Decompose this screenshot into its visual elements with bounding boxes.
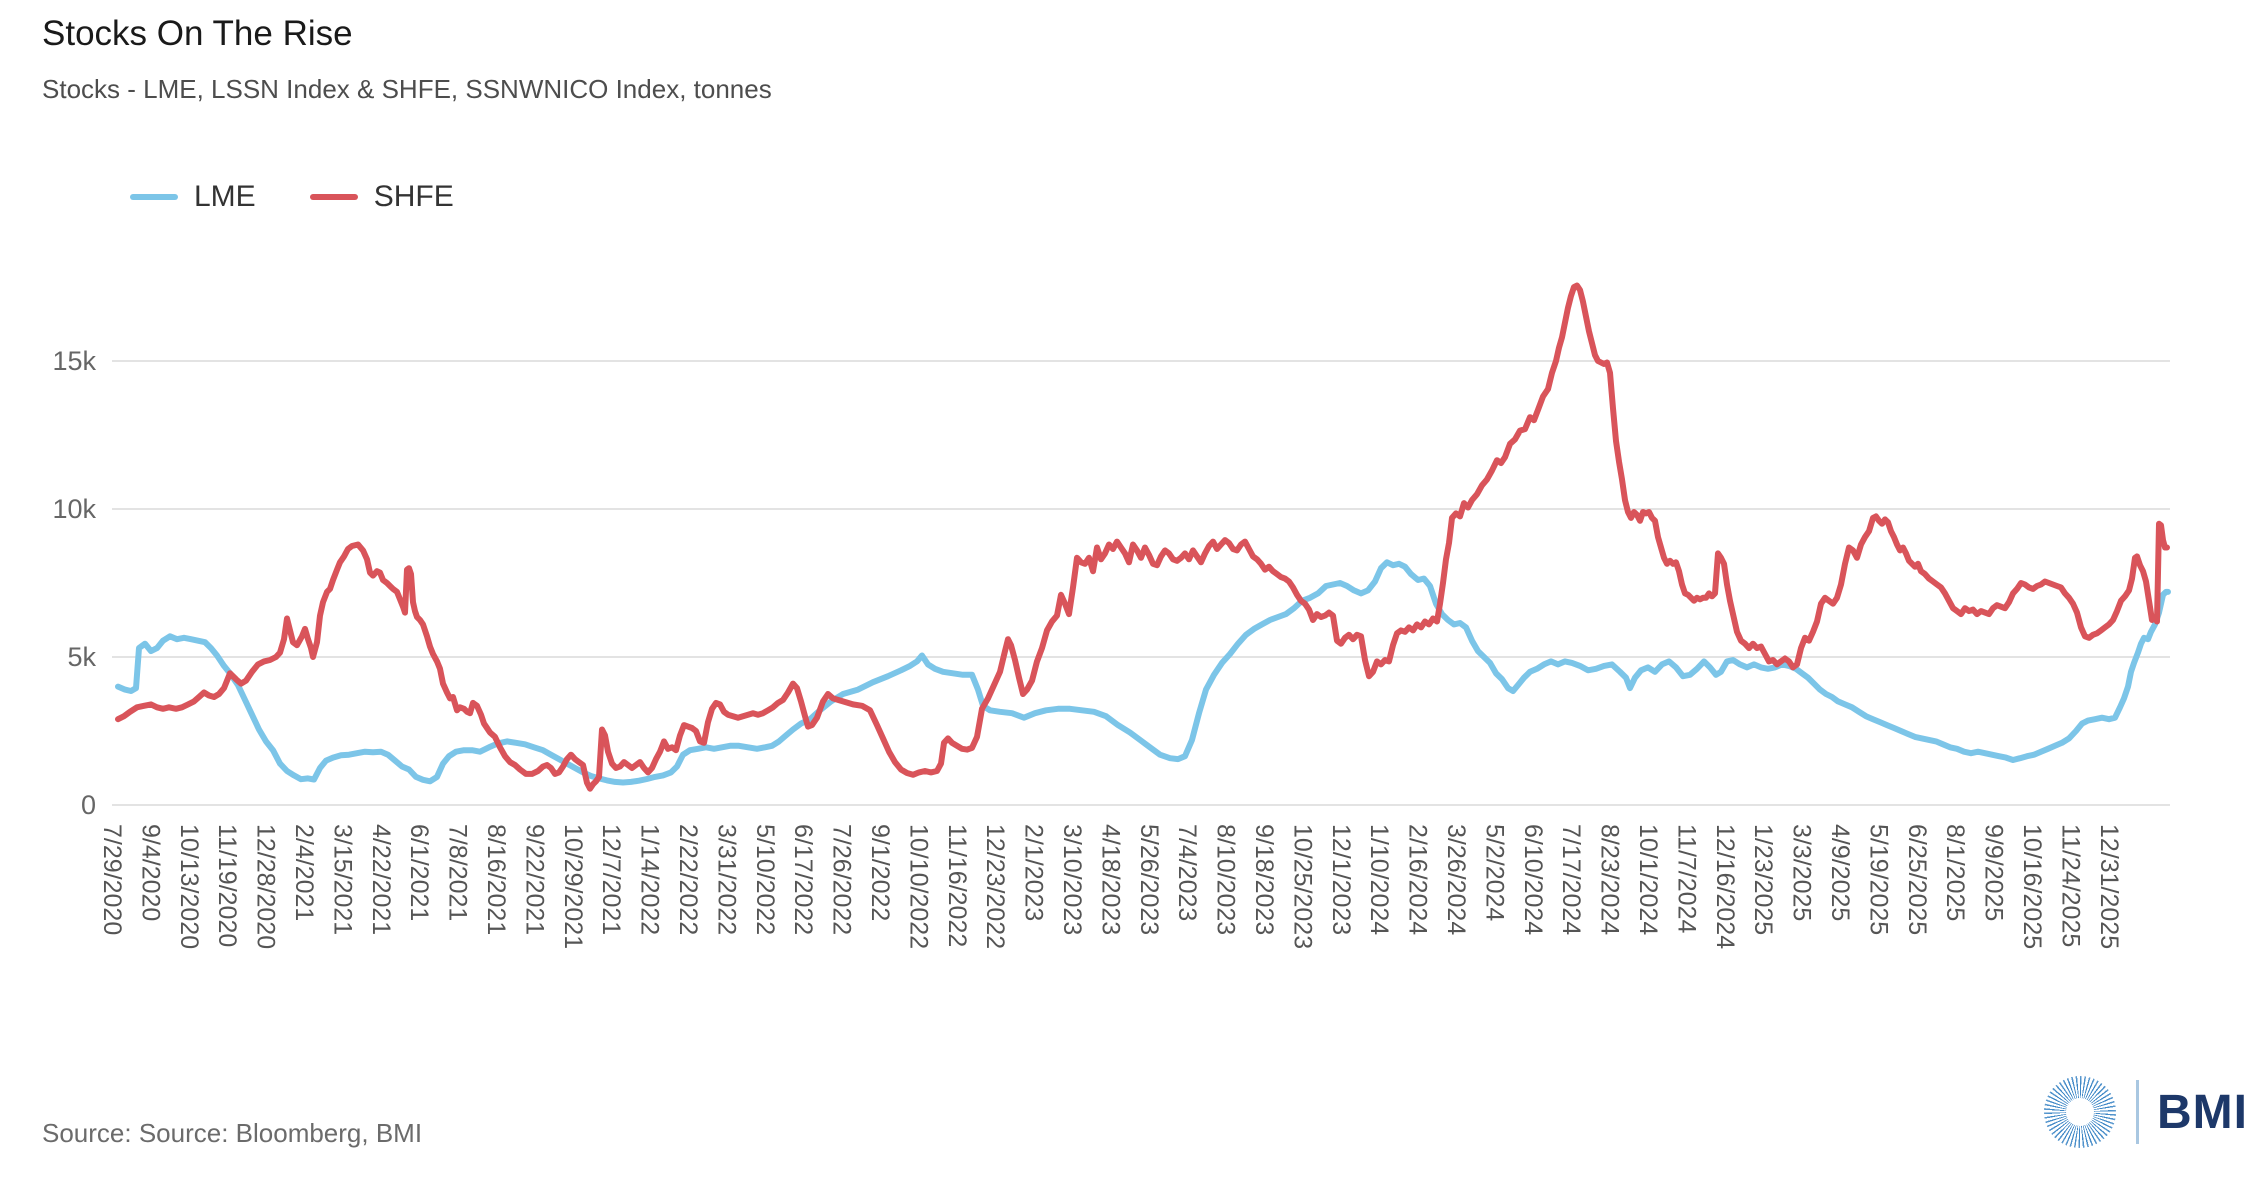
x-tick-label: 5/2/2024 (1480, 824, 1508, 921)
x-tick-label: 12/23/2022 (981, 824, 1009, 949)
x-tick-label: 7/8/2021 (444, 824, 472, 921)
legend-swatch-lme (130, 194, 178, 200)
bmi-logo: BMI (2044, 1076, 2248, 1148)
x-tick-label: 11/7/2024 (1672, 824, 1700, 933)
lme-series-line (115, 559, 2171, 786)
x-tick-label: 8/16/2021 (482, 824, 510, 935)
x-tick-label: 4/18/2023 (1096, 824, 1124, 935)
x-tick-label: 9/22/2021 (520, 824, 548, 935)
x-tick-label: 3/3/2025 (1788, 824, 1816, 921)
legend: LME SHFE (130, 180, 454, 214)
legend-item-lme[interactable]: LME (130, 180, 256, 214)
x-tick-label: 11/16/2022 (943, 824, 971, 947)
x-tick-label: 2/16/2024 (1404, 824, 1432, 935)
x-tick-label: 6/17/2022 (789, 824, 817, 935)
x-tick-label: 8/10/2023 (1212, 824, 1240, 935)
x-tick-label: 2/1/2023 (1020, 824, 1048, 921)
x-tick-label: 12/16/2024 (1711, 824, 1739, 949)
y-tick-label: 15k (52, 346, 96, 376)
x-tick-label: 12/7/2021 (597, 824, 625, 935)
x-tick-label: 5/19/2025 (1864, 824, 1892, 935)
x-tick-label: 1/14/2022 (636, 824, 664, 935)
x-tick-label: 10/1/2024 (1634, 824, 1662, 935)
legend-label-lme: LME (194, 180, 256, 213)
x-tick-label: 1/23/2025 (1749, 824, 1777, 935)
x-tick-label: 6/1/2021 (405, 824, 433, 921)
legend-item-shfe[interactable]: SHFE (309, 180, 454, 214)
x-tick-label: 9/1/2022 (866, 824, 894, 921)
x-tick-label: 4/22/2021 (367, 824, 395, 935)
x-tick-label: 9/9/2025 (1980, 824, 2008, 921)
x-tick-label: 10/25/2023 (1288, 824, 1316, 949)
x-tick-label: 10/10/2022 (904, 824, 932, 949)
bmi-logo-text: BMI (2157, 1085, 2248, 1139)
x-tick-label: 3/15/2021 (328, 824, 356, 935)
x-tick-label: 9/18/2023 (1250, 824, 1278, 935)
bmi-logo-divider (2136, 1080, 2139, 1144)
x-tick-label: 10/13/2020 (175, 824, 203, 949)
x-tick-label: 6/10/2024 (1519, 824, 1547, 935)
x-tick-label: 12/28/2020 (252, 824, 280, 949)
chart-title: Stocks On The Rise (42, 14, 353, 53)
x-tick-label: 8/1/2025 (1941, 824, 1969, 921)
y-tick-label: 0 (81, 790, 96, 820)
x-tick-label: 3/10/2023 (1058, 824, 1086, 935)
x-tick-label: 6/25/2025 (1903, 824, 1931, 935)
y-tick-label: 5k (67, 642, 96, 672)
x-tick-label: 12/1/2023 (1327, 824, 1355, 935)
x-tick-label: 11/24/2025 (2056, 824, 2084, 947)
x-tick-label: 2/4/2021 (290, 824, 318, 921)
source-note: Source: Source: Bloomberg, BMI (42, 1118, 423, 1148)
chart-subtitle: Stocks - LME, LSSN Index & SHFE, SSNWNIC… (42, 74, 772, 104)
shfe-series-line (115, 282, 2170, 792)
x-tick-label: 3/31/2022 (712, 824, 740, 935)
legend-label-shfe: SHFE (373, 180, 454, 213)
x-tick-label: 10/16/2025 (2018, 824, 2046, 949)
bmi-sunburst-icon (2044, 1076, 2116, 1148)
x-tick-label: 8/23/2024 (1596, 824, 1624, 935)
x-tick-label: 10/29/2021 (559, 824, 587, 949)
x-tick-label: 9/4/2020 (136, 824, 164, 921)
x-tick-label: 3/26/2024 (1442, 824, 1470, 935)
x-tick-label: 7/4/2023 (1173, 824, 1201, 921)
x-tick-label: 7/29/2020 (98, 824, 126, 935)
x-tick-label: 2/22/2022 (674, 824, 702, 935)
x-tick-label: 11/19/2020 (213, 824, 241, 947)
x-tick-label: 5/10/2022 (751, 824, 779, 935)
y-tick-label: 10k (52, 494, 96, 524)
x-tick-label: 5/26/2023 (1135, 824, 1163, 935)
x-tick-label: 7/17/2024 (1557, 824, 1585, 935)
x-tick-label: 7/26/2022 (828, 824, 856, 935)
x-tick-label: 12/31/2025 (2095, 824, 2123, 949)
x-tick-label: 4/9/2025 (1826, 824, 1854, 921)
legend-swatch-shfe (309, 194, 358, 200)
x-tick-label: 1/10/2024 (1365, 824, 1393, 935)
